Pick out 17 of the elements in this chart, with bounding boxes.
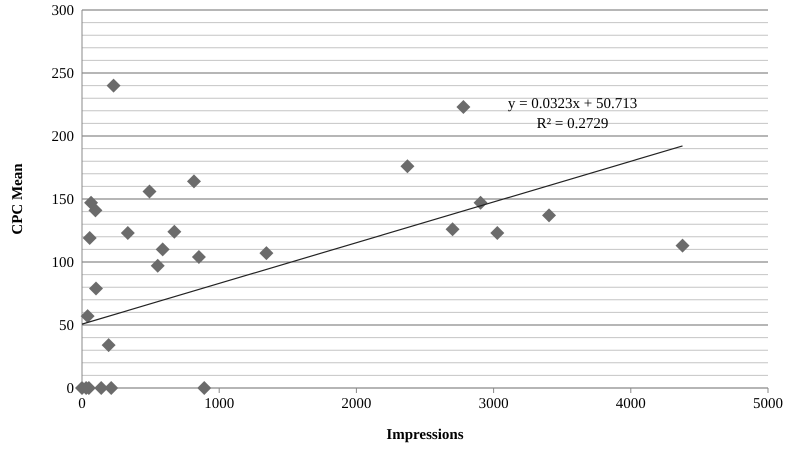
y-tick-label: 50 [59,318,74,334]
x-axis-title: Impressions [386,427,464,443]
x-tick-label: 2000 [341,396,372,412]
y-tick-label: 100 [52,255,74,271]
y-tick-label: 200 [52,129,74,145]
y-tick-label: 0 [66,381,74,397]
x-tick-label: 3000 [478,396,509,412]
x-tick-label: 4000 [616,396,646,412]
x-tick-label: 1000 [204,396,234,412]
annotation: R² = 0.2729 [536,116,608,132]
y-tick-label: 300 [52,3,74,19]
x-tick-label: 0 [78,396,86,412]
y-tick-label: 250 [52,66,74,82]
x-tick-label: 5000 [753,396,783,412]
y-axis-title: CPC Mean [10,162,26,235]
y-tick-label: 150 [52,192,74,208]
annotation: y = 0.0323x + 50.713 [508,96,638,112]
